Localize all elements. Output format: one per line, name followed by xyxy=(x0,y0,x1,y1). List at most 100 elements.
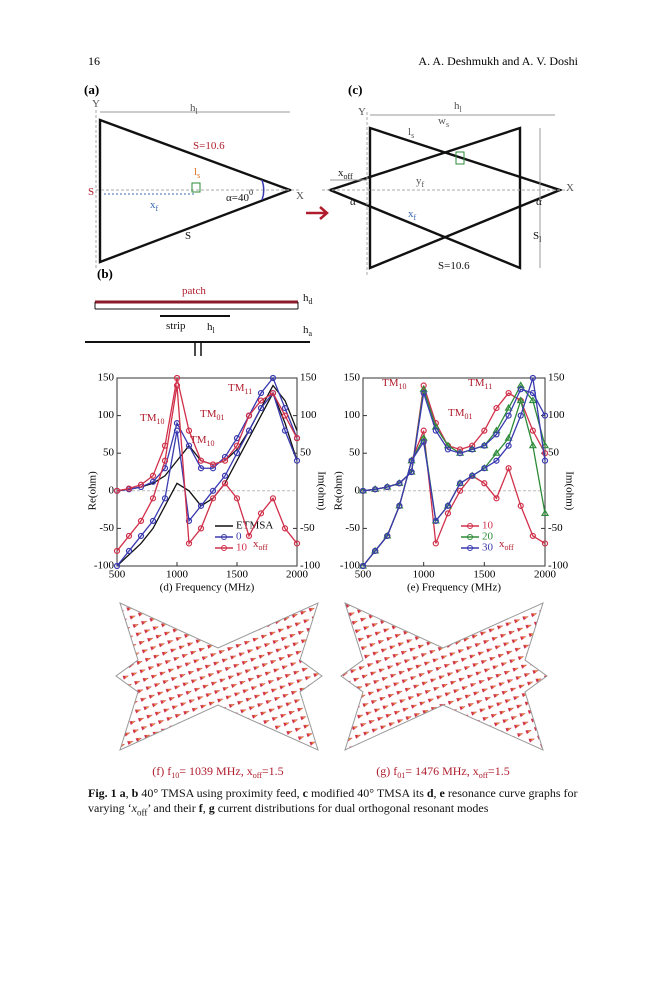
diagram-label: ws xyxy=(438,115,449,130)
text-run: 10 xyxy=(171,771,179,780)
diagram-label: strip xyxy=(166,320,186,332)
marker xyxy=(529,374,536,382)
page-number: 16 xyxy=(88,54,100,68)
marker xyxy=(281,427,289,434)
marker xyxy=(113,547,121,555)
triangle-left xyxy=(326,126,522,270)
mode-annotation: TM01 xyxy=(448,407,473,422)
diagram-label: xf xyxy=(150,199,159,214)
text-run: S xyxy=(533,230,539,242)
y2-tick-label: -100 xyxy=(548,560,569,572)
caption-run: , xyxy=(202,801,209,815)
marker xyxy=(372,486,379,493)
marker xyxy=(504,403,513,411)
marker xyxy=(419,433,428,441)
x-tick-label: 2000 xyxy=(534,569,557,581)
y2-tick-label: -100 xyxy=(300,560,321,572)
marker xyxy=(233,450,241,457)
y-tick-label: 0 xyxy=(109,484,115,496)
marker xyxy=(420,382,427,389)
text-run: l xyxy=(194,166,197,178)
y-tick-label: 150 xyxy=(344,372,361,384)
marker xyxy=(481,427,488,434)
x-tick-label: 1000 xyxy=(413,569,436,581)
marker xyxy=(420,427,427,434)
marker xyxy=(432,427,439,434)
marker xyxy=(293,435,301,442)
text-run: α xyxy=(536,196,542,208)
text-run: 01 xyxy=(465,412,473,421)
current-caption: (f) f10= 1039 MHz, xoff=1.5 xyxy=(152,764,283,781)
marker xyxy=(197,465,205,472)
marker xyxy=(197,457,205,464)
y-tick-label: -50 xyxy=(345,522,360,534)
marker xyxy=(528,441,537,449)
text-run: 01 xyxy=(397,771,405,780)
y2-tick-label: 150 xyxy=(300,372,317,384)
text-run: s xyxy=(446,120,449,129)
marker xyxy=(481,442,488,449)
marker xyxy=(221,472,229,479)
marker xyxy=(528,396,537,404)
marker xyxy=(209,465,217,472)
marker xyxy=(125,485,133,492)
marker xyxy=(420,438,427,446)
marker xyxy=(137,532,145,540)
text-run: l xyxy=(539,235,542,244)
diagram-label: ha xyxy=(303,324,313,339)
marker xyxy=(529,532,536,540)
legend-title: xoff xyxy=(499,538,514,553)
marker xyxy=(444,502,452,509)
marker xyxy=(420,389,427,397)
text-run: l xyxy=(213,326,216,335)
text-run: α xyxy=(350,196,356,208)
marker xyxy=(505,412,512,419)
x-tick-label: 2000 xyxy=(286,569,309,581)
marker xyxy=(396,502,403,509)
marker xyxy=(209,495,217,502)
feed-strip xyxy=(191,182,201,193)
marker xyxy=(505,465,512,472)
y2-tick-label: 50 xyxy=(300,447,312,459)
legend-marker xyxy=(467,534,473,540)
marker xyxy=(541,450,549,457)
marker xyxy=(281,412,289,419)
text-run: off xyxy=(479,771,489,780)
marker xyxy=(359,487,367,494)
marker xyxy=(359,562,367,570)
diagram-label: hd xyxy=(303,292,313,307)
text-run: TM xyxy=(468,377,485,389)
marker xyxy=(481,465,488,472)
legend-marker xyxy=(221,534,227,540)
y-tick-label: 50 xyxy=(349,447,361,459)
text-run: x xyxy=(253,538,259,550)
legend-label: 30 xyxy=(482,542,494,554)
y-tick-label: 0 xyxy=(355,484,361,496)
curve-re xyxy=(116,384,298,492)
marker xyxy=(221,480,229,487)
marker xyxy=(257,389,265,397)
text-run: 10 xyxy=(157,417,165,426)
mode-annotation: TM01 xyxy=(200,408,225,423)
marker xyxy=(444,446,452,453)
x-tick-label: 500 xyxy=(109,569,126,581)
y2-tick-label: -50 xyxy=(548,522,563,534)
marker xyxy=(185,427,193,434)
triangle-right xyxy=(368,126,564,270)
mode-annotation: TM11 xyxy=(228,382,252,397)
feed-strip xyxy=(455,151,465,165)
plot-frame xyxy=(116,377,298,567)
text-run: h xyxy=(190,102,196,114)
diagram-label: α xyxy=(536,196,542,208)
mode-annotation: TM10 xyxy=(382,377,407,392)
marker xyxy=(161,495,169,502)
text-run: =1.5 xyxy=(262,764,284,778)
diagram-b xyxy=(85,300,310,356)
diagram-label: S xyxy=(185,230,191,242)
y2-tick-label: -50 xyxy=(300,522,315,534)
caption-run: g xyxy=(208,801,215,815)
marker xyxy=(432,540,439,547)
caption-run: current distributions for dual orthogona… xyxy=(214,801,489,815)
x-tick-label: 1500 xyxy=(226,569,249,581)
caption-run: , xyxy=(433,786,440,800)
